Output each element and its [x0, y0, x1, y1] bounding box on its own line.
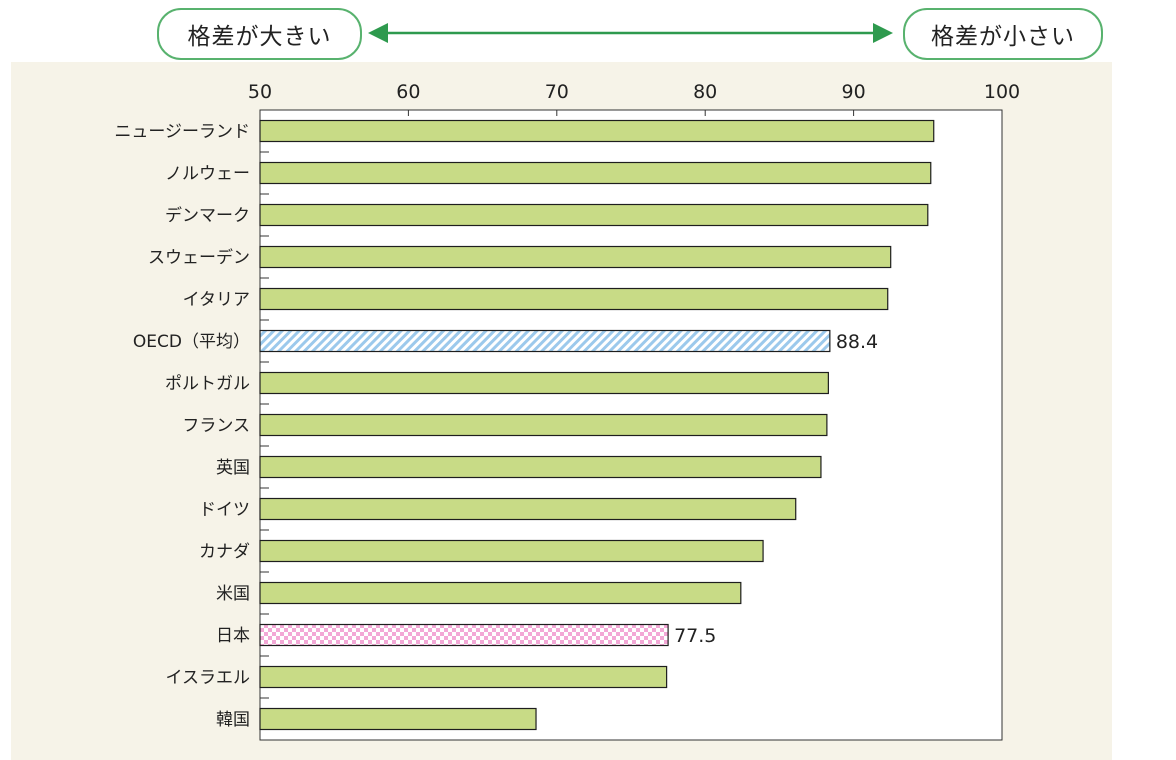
x-tick-label: 100: [984, 81, 1020, 103]
category-label: イタリア: [183, 290, 250, 310]
category-label: OECD（平均）: [133, 332, 250, 352]
bar: [259, 497, 797, 521]
bar: [259, 287, 889, 311]
bar: [259, 455, 822, 479]
x-tick-label: 60: [396, 81, 420, 103]
category-label: デンマーク: [165, 205, 250, 226]
bar: [259, 539, 764, 563]
x-tick-label: 50: [248, 81, 272, 103]
category-label: 米国: [216, 584, 250, 604]
category-label: 英国: [216, 458, 250, 478]
x-tick-label: 90: [842, 81, 866, 103]
category-label: 日本: [216, 626, 250, 646]
bar: [259, 203, 929, 227]
bar: [259, 665, 668, 689]
category-label: ニュージーランド: [114, 122, 250, 142]
bar: [259, 119, 935, 143]
category-label: ポルトガル: [165, 374, 250, 394]
bar: [259, 623, 669, 647]
category-label: フランス: [182, 416, 250, 436]
larger-gap-label: 格差が大きい: [157, 8, 362, 60]
category-label: カナダ: [199, 542, 250, 562]
data-label: 77.5: [674, 625, 716, 647]
category-label: ノルウェー: [165, 164, 250, 184]
bar: [259, 707, 537, 731]
bar: [259, 329, 831, 353]
bar: [259, 413, 828, 437]
data-label: 88.4: [836, 331, 878, 353]
category-label: スウェーデン: [148, 247, 250, 268]
smaller-gap-label: 格差が小さい: [903, 8, 1103, 60]
x-tick-label: 70: [545, 81, 569, 103]
bar: [259, 581, 742, 605]
bar: [259, 245, 892, 269]
category-label: イスラエル: [166, 668, 251, 688]
x-tick-label: 80: [693, 81, 717, 103]
bar: [259, 161, 932, 185]
category-label: 韓国: [216, 710, 250, 730]
bar: [259, 371, 829, 395]
category-label: ドイツ: [199, 500, 250, 520]
